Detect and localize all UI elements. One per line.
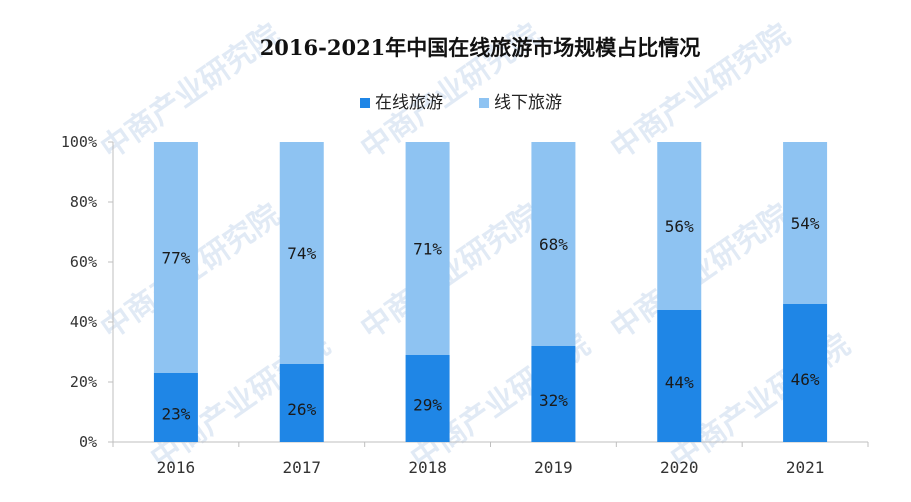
x-tick-label: 2019	[534, 458, 573, 477]
x-tick-label: 2021	[786, 458, 825, 477]
bar-offline	[153, 142, 198, 373]
data-label: 29%	[413, 396, 442, 415]
bar-offline	[783, 142, 828, 304]
data-label: 46%	[791, 370, 820, 389]
data-label: 44%	[665, 373, 694, 392]
bar-online	[153, 373, 198, 442]
watermark-text: 中商产业研究院	[355, 197, 547, 346]
x-tick-label: 2016	[157, 458, 196, 477]
x-tick-label: 2017	[282, 458, 321, 477]
data-label: 74%	[287, 244, 316, 263]
x-axis: 2016 2017 2018 2019 2020 2021	[112, 441, 869, 477]
data-label: 23%	[161, 405, 190, 424]
bar-online	[531, 346, 576, 442]
data-label: 68%	[539, 235, 568, 254]
legend-swatch	[479, 98, 489, 108]
y-tick-label: 60%	[70, 253, 97, 271]
legend-label: 在线旅游	[375, 93, 443, 113]
data-label: 54%	[791, 214, 820, 233]
y-tick-label: 0%	[79, 433, 97, 451]
bar-online	[405, 355, 450, 442]
bars: 23% 77% 26% 74% 29% 71% 32% 68% 44% 56% 46% 54%	[153, 142, 828, 442]
legend-swatch	[360, 98, 370, 108]
bar-offline	[657, 142, 702, 310]
bar-online	[657, 310, 702, 442]
x-tick-label: 2018	[408, 458, 447, 477]
y-tick-label: 40%	[70, 313, 97, 331]
bar-offline	[279, 142, 324, 364]
legend: 在线旅游 线下旅游	[360, 93, 562, 113]
data-label: 56%	[665, 217, 694, 236]
chart-title: 2016-2021年中国在线旅游市场规模占比情况	[260, 35, 701, 60]
bar-offline	[405, 142, 450, 355]
bar-online	[783, 304, 828, 442]
y-tick-label: 80%	[70, 193, 97, 211]
y-tick-label: 20%	[70, 373, 97, 391]
data-label: 71%	[413, 240, 442, 259]
data-label: 32%	[539, 391, 568, 410]
x-tick-label: 2020	[660, 458, 699, 477]
y-tick-label: 100%	[61, 133, 97, 151]
legend-label: 线下旅游	[494, 93, 562, 113]
data-label: 77%	[161, 249, 190, 268]
y-axis: 0% 20% 40% 60% 80% 100%	[61, 133, 114, 451]
data-label: 26%	[287, 400, 316, 419]
bar-online	[279, 364, 324, 442]
bar-offline	[531, 142, 576, 346]
